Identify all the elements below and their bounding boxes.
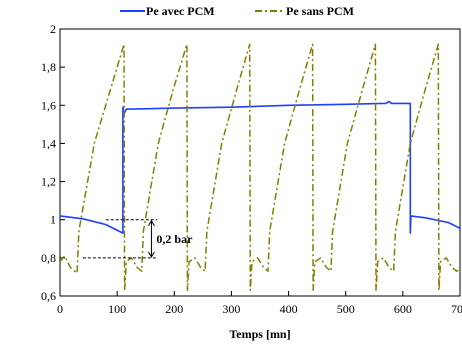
x-tick-label-1: 100 <box>108 302 126 316</box>
annotation-arrow-head-down <box>148 251 155 258</box>
legend: Pe avec PCM Pe sans PCM <box>120 4 354 18</box>
annotation-arrow-head-up <box>148 219 155 226</box>
x-tick-label-7: 700 <box>451 302 462 316</box>
y-tick-label-6: 1,8 <box>41 60 56 74</box>
series-line-pe-avec-pcm <box>60 100 460 234</box>
x-tick-label-0: 0 <box>57 302 63 316</box>
y-tick-label-4: 1,4 <box>41 136 56 150</box>
legend-label-pe-avec-pcm: Pe avec PCM <box>146 4 215 18</box>
y-tick-label-7: 2 <box>50 22 56 36</box>
series-line-pe-sans-pcm <box>60 43 460 292</box>
x-tick-label-4: 400 <box>280 302 298 316</box>
y-tick-label-2: 1 <box>50 213 56 227</box>
series-group <box>60 43 460 292</box>
x-tick-label-3: 300 <box>222 302 240 316</box>
axis-ticks: 0 100 200 300 400 500 600 700 0,6 0,8 1 1,2 1,4 1,6 1,… <box>41 22 462 316</box>
y-tick-label-3: 1,2 <box>41 175 56 189</box>
annotation-label: 0,2 bar <box>156 232 193 246</box>
y-tick-label-0: 0,6 <box>41 289 56 303</box>
x-tick-label-5: 500 <box>337 302 355 316</box>
annotation-group: 0,2 bar <box>82 219 193 259</box>
legend-label-pe-sans-pcm: Pe sans PCM <box>286 4 354 18</box>
x-tick-label-2: 200 <box>165 302 183 316</box>
y-tick-label-1: 0,8 <box>41 251 56 265</box>
x-axis-label: Temps [mn] <box>229 327 290 341</box>
x-tick-label-6: 600 <box>394 302 412 316</box>
plot-frame <box>59 28 461 297</box>
y-tick-label-5: 1,6 <box>41 98 56 112</box>
